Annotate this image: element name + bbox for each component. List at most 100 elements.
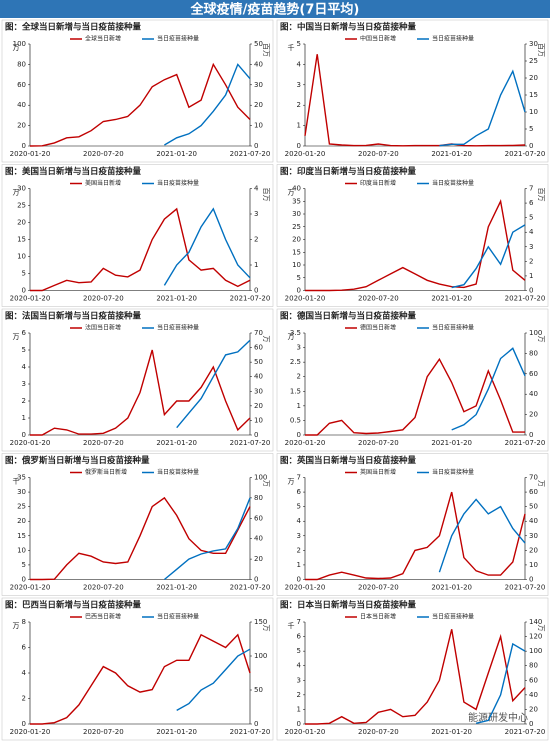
y-tick-label: 0 <box>22 576 26 584</box>
series-line <box>451 347 526 431</box>
y-unit: 万 <box>13 333 20 341</box>
y2-tick-label: 0 <box>254 720 258 728</box>
y-tick-label: 10 <box>292 261 301 269</box>
series-line <box>439 69 526 147</box>
y2-tick-label: 30 <box>254 387 263 395</box>
y-tick-label: 0 <box>22 431 26 439</box>
x-tick-label: 2020-07-20 <box>83 584 124 592</box>
x-tick-label: 2020-01-20 <box>10 439 51 447</box>
x-tick-label: 2021-07-20 <box>505 439 546 447</box>
y2-tick-label: 30 <box>529 40 538 48</box>
y2-unit: 万 <box>262 336 270 343</box>
y2-tick-label: 20 <box>529 705 538 713</box>
y-tick-label: 20 <box>292 236 301 244</box>
y-tick-label: 60 <box>17 81 26 89</box>
y-tick-label: 3 <box>297 532 301 540</box>
x-tick-label: 2020-01-20 <box>10 150 51 158</box>
y2-tick-label: 0 <box>529 576 533 584</box>
y-unit: 万 <box>13 44 20 52</box>
y2-tick-label: 50 <box>529 503 538 511</box>
legend-label: 俄罗斯当日新增 <box>85 468 127 476</box>
y2-tick-label: 3 <box>254 210 258 218</box>
x-tick-label: 2021-01-20 <box>156 295 197 303</box>
y-tick-label: 10 <box>17 546 26 554</box>
x-tick-label: 2021-07-20 <box>230 728 271 736</box>
y2-unit: 百万 <box>262 43 270 57</box>
y-tick-label: 6 <box>22 644 27 652</box>
y-tick-label: 40 <box>292 185 301 193</box>
x-tick-label: 2020-07-20 <box>358 584 399 592</box>
series-line <box>29 62 251 147</box>
y-tick-label: 1 <box>297 122 301 130</box>
x-tick-label: 2020-01-20 <box>285 439 326 447</box>
legend-label: 英国当日新增 <box>360 468 396 476</box>
y2-tick-label: 50 <box>254 358 263 366</box>
y2-tick-label: 100 <box>254 474 267 482</box>
panel-border <box>1 19 274 163</box>
legend-label: 当日疫苗接种量 <box>157 179 199 187</box>
y-tick-label: 5 <box>22 270 26 278</box>
x-tick-label: 2020-07-20 <box>83 295 124 303</box>
x-tick-label: 2020-01-20 <box>285 584 326 592</box>
y2-unit: 百万 <box>537 188 545 202</box>
y-tick-label: 5 <box>297 647 301 655</box>
legend-label: 当日疫苗接种量 <box>432 613 474 621</box>
y2-tick-label: 2 <box>254 236 258 244</box>
x-tick-label: 2020-07-20 <box>358 295 399 303</box>
y-tick-label: 4 <box>297 517 302 525</box>
x-tick-label: 2021-01-20 <box>431 584 472 592</box>
y2-tick-label: 70 <box>254 329 263 337</box>
y-tick-label: 35 <box>17 474 26 482</box>
y-tick-label: 6 <box>22 329 27 337</box>
y-unit: 万 <box>288 478 295 486</box>
y-tick-label: 15 <box>292 248 301 256</box>
y2-tick-label: 0 <box>529 287 533 295</box>
y2-tick-label: 4 <box>529 228 534 236</box>
y2-tick-label: 30 <box>529 532 538 540</box>
panel-border <box>1 597 274 741</box>
y2-unit: 万 <box>537 625 545 632</box>
y-tick-label: 8 <box>22 618 26 626</box>
y-tick-label: 0 <box>297 287 301 295</box>
panel-border <box>1 308 274 452</box>
chart-title: 图：巴西当日新增与当日疫苗接种量 <box>5 600 142 611</box>
x-tick-label: 2021-07-20 <box>505 584 546 592</box>
y-tick-label: 80 <box>17 60 26 68</box>
panel-border <box>276 597 549 741</box>
legend-label: 印度当日新增 <box>360 179 396 187</box>
y2-tick-label: 15 <box>529 91 538 99</box>
y-unit: 万 <box>13 622 20 630</box>
chart-title: 图：英国当日新增与当日疫苗接种量 <box>280 455 417 466</box>
y2-tick-label: 0 <box>254 287 258 295</box>
y2-tick-label: 50 <box>254 40 263 48</box>
y2-tick-label: 6 <box>529 199 534 207</box>
x-tick-label: 2021-07-20 <box>230 295 271 303</box>
x-tick-label: 2020-07-20 <box>83 439 124 447</box>
y-tick-label: 0.5 <box>290 416 301 424</box>
x-tick-label: 2021-01-20 <box>156 584 197 592</box>
y2-tick-label: 30 <box>254 81 263 89</box>
series-line <box>176 339 251 429</box>
y-tick-label: 1 <box>297 705 301 713</box>
legend-label: 当日疫苗接种量 <box>432 468 474 476</box>
y2-tick-label: 1 <box>254 261 258 269</box>
y-tick-label: 5 <box>297 40 301 48</box>
y2-tick-label: 0 <box>254 576 258 584</box>
page-title: 全球疫情/疫苗趋势(7日平均) <box>190 2 360 18</box>
y-tick-label: 3 <box>297 344 301 352</box>
legend-label: 全球当日新增 <box>85 35 121 43</box>
y-tick-label: 2 <box>22 695 26 703</box>
y-tick-label: 1.5 <box>290 387 301 395</box>
y-tick-label: 15 <box>17 236 26 244</box>
x-tick-label: 2020-07-20 <box>358 150 399 158</box>
series-line <box>438 498 526 573</box>
y2-tick-label: 60 <box>529 676 538 684</box>
series-line <box>475 642 526 724</box>
y2-tick-label: 120 <box>529 633 542 641</box>
x-tick-label: 2021-01-20 <box>431 728 472 736</box>
y2-tick-label: 10 <box>254 416 263 424</box>
y2-tick-label: 10 <box>254 122 263 130</box>
y-tick-label: 1 <box>297 561 301 569</box>
legend-label: 巴西当日新增 <box>85 613 121 621</box>
legend-label: 当日疫苗接种量 <box>432 35 474 43</box>
